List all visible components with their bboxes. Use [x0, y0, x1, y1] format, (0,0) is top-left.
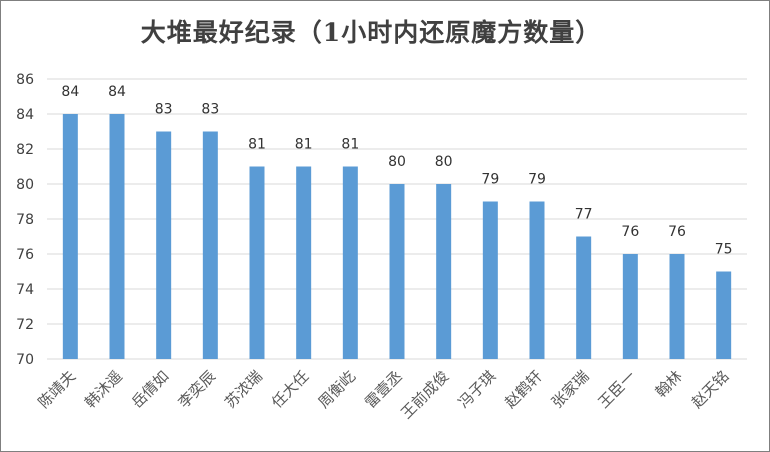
data-label: 81 — [341, 137, 359, 153]
bar — [389, 184, 405, 359]
y-tick-label: 70 — [16, 352, 34, 368]
bar — [296, 166, 312, 359]
category-label: 李奕辰 — [175, 367, 220, 412]
category-label: 赵鹤轩 — [501, 367, 546, 412]
category-label: 雷壹丞 — [361, 367, 406, 412]
y-tick-label: 76 — [16, 247, 34, 263]
data-label: 81 — [248, 137, 266, 153]
bar — [482, 201, 498, 359]
bar — [669, 254, 685, 359]
bar — [436, 184, 452, 359]
data-label: 83 — [201, 102, 219, 118]
bar — [156, 131, 172, 359]
category-label: 周衡屹 — [315, 367, 360, 412]
category-label: 张家瑞 — [548, 367, 593, 412]
chart-title: 大堆最好纪录（1小时内还原魔方数量） — [140, 18, 602, 47]
data-label: 80 — [388, 154, 406, 170]
category-label: 韩沐遥 — [81, 367, 126, 412]
data-label: 79 — [528, 172, 546, 188]
y-tick-label: 84 — [16, 107, 34, 123]
data-label: 76 — [668, 224, 686, 240]
data-label: 84 — [61, 84, 79, 100]
category-label: 赵天铭 — [688, 367, 733, 412]
y-tick-label: 78 — [16, 212, 34, 228]
y-tick-label: 80 — [16, 177, 34, 193]
data-label: 80 — [435, 154, 453, 170]
category-label: 王臣一 — [595, 367, 640, 412]
bar — [576, 236, 592, 359]
y-tick-label: 82 — [16, 142, 34, 158]
category-label: 任大任 — [268, 367, 313, 412]
bar — [529, 201, 545, 359]
data-label: 79 — [481, 172, 499, 188]
y-tick-label: 72 — [16, 317, 34, 333]
bar — [622, 254, 638, 359]
category-label: 陈靖夫 — [35, 367, 80, 412]
bar — [62, 114, 78, 359]
bar — [109, 114, 125, 359]
category-label: 苏浓瑞 — [221, 367, 266, 412]
data-label: 83 — [155, 102, 173, 118]
category-label: 冯子琪 — [455, 367, 500, 412]
bar — [716, 271, 732, 359]
category-label: 翰林 — [652, 367, 686, 401]
bar — [202, 131, 218, 359]
data-label: 81 — [295, 137, 313, 153]
category-label: 岳倩如 — [128, 367, 173, 412]
y-tick-label: 86 — [16, 72, 34, 88]
data-label: 75 — [715, 242, 733, 258]
data-label: 77 — [575, 207, 593, 223]
y-tick-label: 74 — [16, 282, 34, 298]
bar — [342, 166, 358, 359]
data-label: 76 — [621, 224, 639, 240]
data-label: 84 — [108, 84, 126, 100]
category-label: 王前成俊 — [397, 367, 452, 422]
bar — [249, 166, 265, 359]
